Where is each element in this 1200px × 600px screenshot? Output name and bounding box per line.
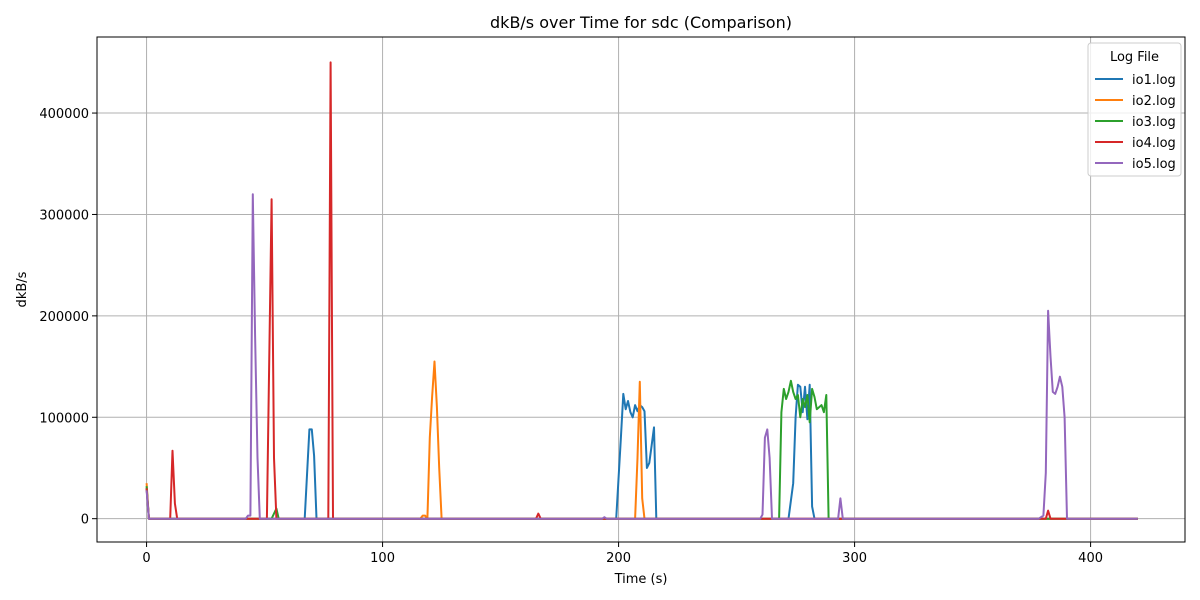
- y-tick-label: 400000: [39, 107, 89, 122]
- x-axis-label: Time (s): [614, 572, 668, 587]
- legend-label: io2.log: [1132, 94, 1176, 109]
- y-tick-label: 0: [81, 513, 89, 528]
- legend-label: io3.log: [1132, 115, 1176, 130]
- x-tick-label: 100: [370, 551, 395, 566]
- x-tick-label: 400: [1078, 551, 1103, 566]
- y-tick-label: 100000: [39, 411, 89, 426]
- legend: Log File io1.log io2.log io3.log io4.log io5…: [1087, 42, 1182, 177]
- x-tick-label: 200: [606, 551, 631, 566]
- y-tick-label: 300000: [39, 208, 89, 223]
- legend-items: io1.log io2.log io3.log io4.log io5.log: [1095, 73, 1176, 172]
- series-line-io5-log: [145, 193, 1138, 520]
- legend-title: Log File: [1110, 50, 1159, 65]
- y-axis-label: dkB/s: [15, 271, 30, 307]
- series-line-io1-log: [145, 383, 1138, 520]
- legend-label: io4.log: [1132, 136, 1176, 151]
- chart-title: dkB/s over Time for sdc (Comparison): [490, 13, 792, 32]
- x-tick-label: 0: [142, 551, 150, 566]
- legend-label: io1.log: [1132, 73, 1176, 88]
- series-line-io2-log: [145, 360, 1138, 520]
- x-tick-label: 300: [842, 551, 867, 566]
- axis-ticks: 0 100 200 300 400 0 100000 200000 300000 400000: [39, 107, 1103, 566]
- plot-frame: [96, 36, 1186, 543]
- y-tick-label: 200000: [39, 310, 89, 325]
- legend-label: io5.log: [1132, 157, 1176, 172]
- series-lines: [145, 61, 1138, 520]
